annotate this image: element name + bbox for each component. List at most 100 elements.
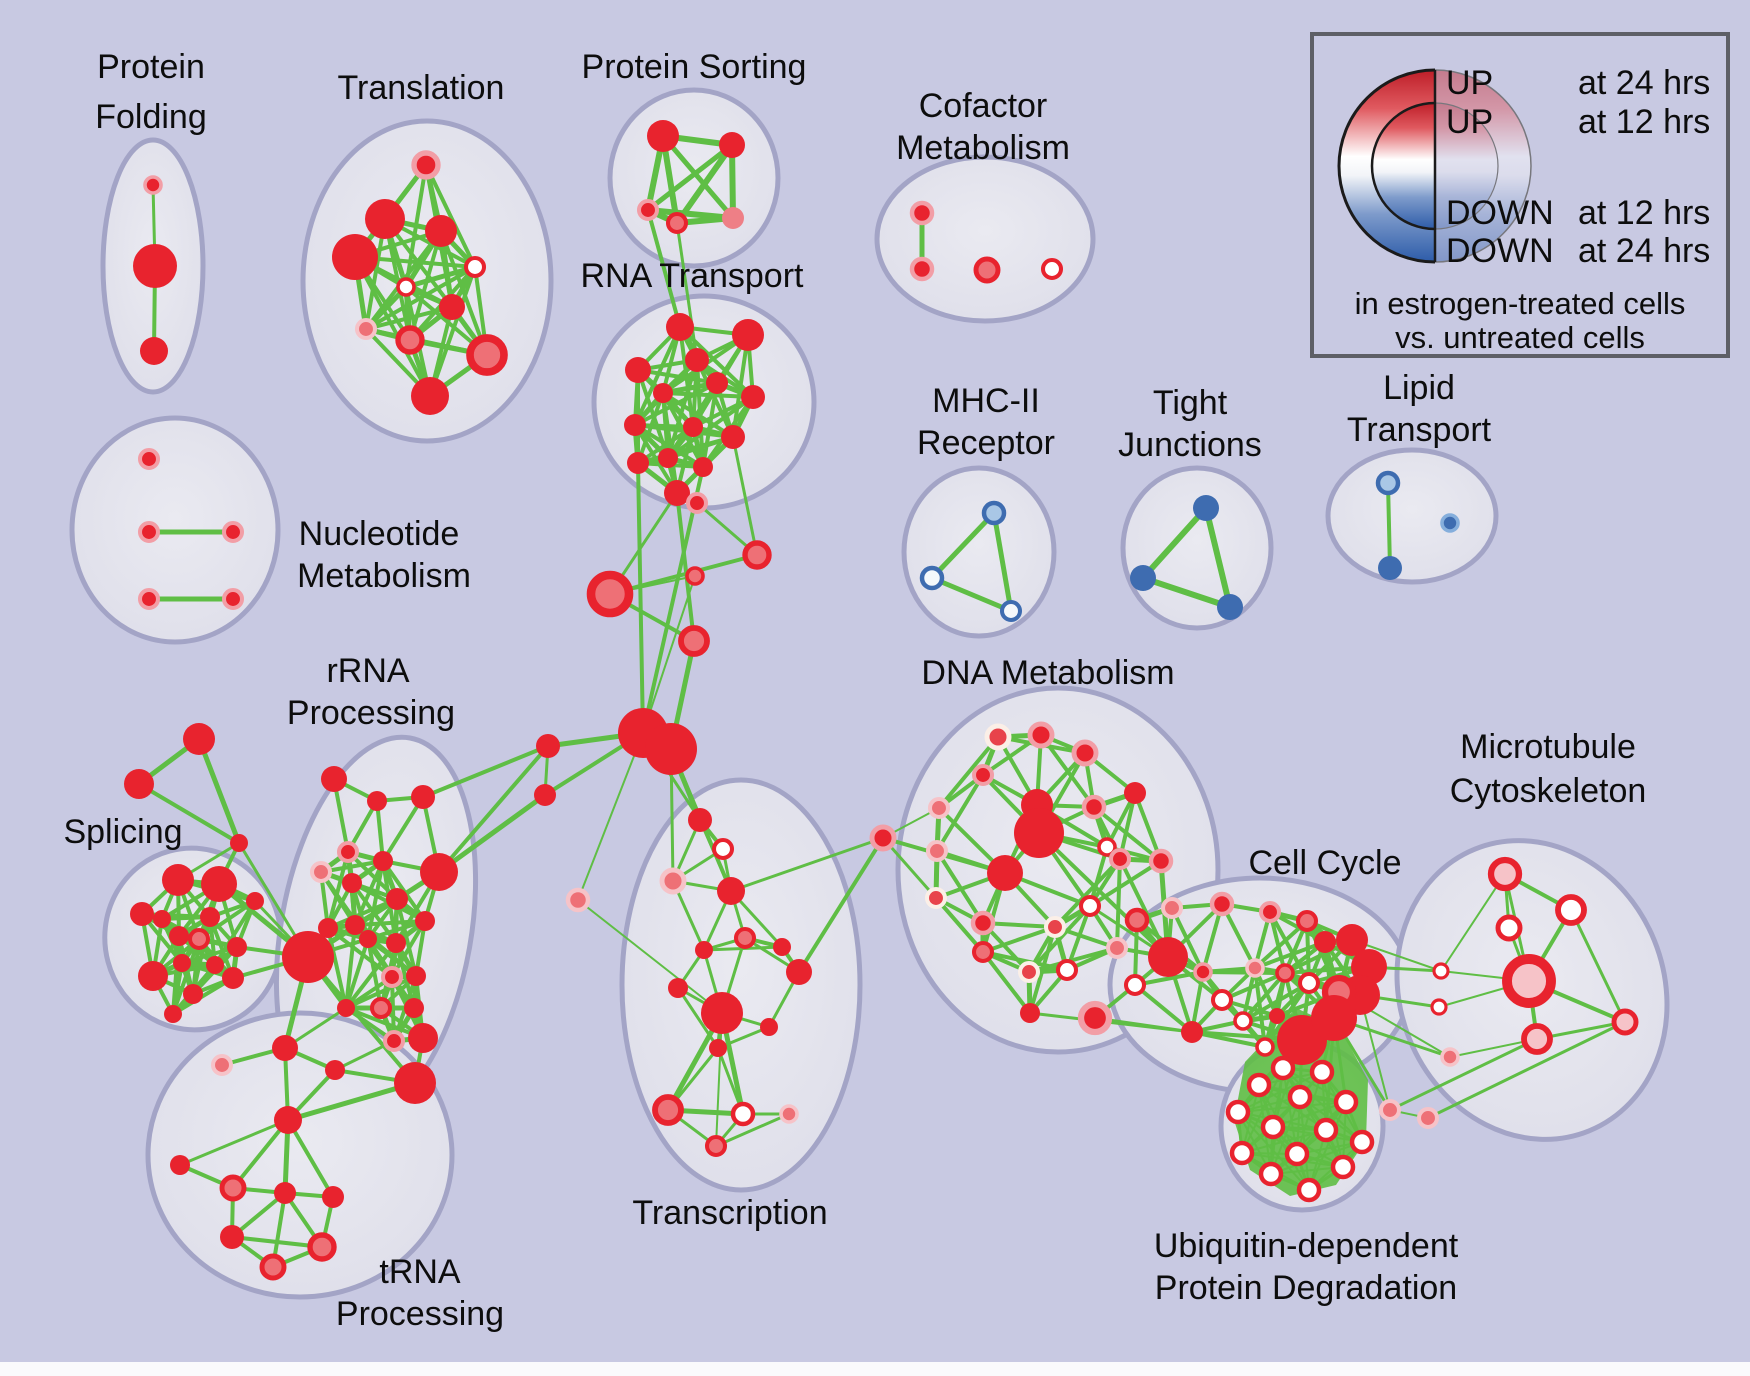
cluster-label-dna-metabolism-line0: DNA Metabolism — [921, 654, 1174, 692]
node-rr15 — [380, 965, 404, 989]
edge-tj1-tj2 — [1140, 575, 1233, 610]
node-rt1 — [732, 319, 764, 351]
node-lt0 — [1375, 470, 1401, 496]
edge — [344, 937, 370, 1010]
edge-mc9-mc7 — [1388, 1037, 1539, 1112]
edge-rt9-hb1 — [731, 435, 759, 557]
node-tr0 — [411, 150, 441, 180]
node-dm12 — [1148, 848, 1174, 874]
node-mc4 — [1430, 998, 1448, 1016]
node-rr6 — [373, 851, 393, 871]
node-cc10 — [1275, 963, 1295, 983]
node-rt7 — [653, 383, 673, 403]
footer-strip — [0, 1362, 1750, 1376]
edge — [674, 142, 735, 226]
edge — [1027, 946, 1119, 974]
node-hb3 — [586, 570, 634, 618]
edge-rr13-tn3 — [306, 955, 417, 1085]
cluster-label-lipid-transport-line0: Lipid — [1383, 369, 1455, 407]
edge-mh1-mh2 — [929, 575, 1014, 614]
node-rt3 — [685, 348, 709, 372]
cluster-label-tight-junctions-line0: Tight — [1153, 384, 1228, 422]
edge-mc1-mc8 — [1569, 908, 1627, 1024]
legend-inner-arc — [1370, 101, 1436, 231]
edge — [935, 849, 985, 925]
edge-rt13-hb4 — [675, 491, 696, 643]
node-tc13 — [652, 1094, 684, 1126]
node-tn3 — [394, 1062, 436, 1104]
node-tn11 — [259, 1253, 287, 1281]
node-tr3 — [332, 234, 378, 280]
node-tr2 — [425, 215, 457, 247]
node-sp14 — [164, 1005, 182, 1023]
node-sp6 — [169, 926, 189, 946]
edge — [1092, 805, 1163, 863]
node-rr12 — [415, 911, 435, 931]
cluster-label-ubiquitin-degradation-line1: Protein Degradation — [1155, 1269, 1457, 1307]
node-cc18 — [1077, 1000, 1113, 1036]
cluster-label-trna-processing-line1: Processing — [336, 1295, 504, 1333]
node-hb0 — [685, 491, 709, 515]
node-ps3 — [665, 211, 689, 235]
edge — [1241, 981, 1311, 1023]
node-rr13 — [282, 931, 334, 983]
edge-hb8-rr7 — [437, 744, 550, 874]
node-mc8 — [1611, 1008, 1639, 1036]
legend-note-line1: vs. untreated cells — [1395, 320, 1645, 355]
cluster-label-protein-sorting-line0: Protein Sorting — [582, 48, 807, 86]
legend: UP at 24 hrs UP at 12 hrs DOWN at 12 hrs DOWN a… — [1310, 32, 1730, 358]
node-ps4 — [722, 207, 744, 229]
edge — [1253, 919, 1309, 970]
edge — [660, 133, 736, 221]
node-ub4 — [1260, 1114, 1286, 1140]
node-cf1 — [909, 256, 935, 282]
node-pf0 — [143, 175, 163, 195]
edge — [1253, 940, 1327, 970]
node-tn8 — [322, 1186, 344, 1208]
legend-outer-arc — [1337, 68, 1436, 264]
legend-faded-half — [1435, 70, 1531, 262]
legend-row-0-time: at 24 hrs — [1578, 64, 1710, 102]
edge-ps3-rt3 — [675, 221, 699, 362]
edge — [1241, 1067, 1284, 1154]
legend-row-1-direction: UP — [1446, 103, 1493, 141]
node-sp10 — [183, 984, 203, 1004]
edge — [1270, 1096, 1301, 1175]
node-rr17 — [337, 999, 355, 1017]
node-dm16 — [1108, 847, 1132, 871]
node-tc12 — [709, 1039, 727, 1057]
cluster-ellipse-protein-sorting — [607, 87, 781, 269]
node-ps1 — [719, 132, 745, 158]
node-tr5 — [396, 277, 416, 297]
node-mc3 — [1432, 962, 1450, 980]
node-cc19 — [1123, 973, 1147, 997]
node-cc9 — [1245, 958, 1265, 978]
node-rr0 — [321, 766, 347, 792]
edge — [1115, 857, 1122, 950]
cluster-label-nucleotide-metabolism-line1: Metabolism — [297, 557, 471, 595]
node-lt1 — [1378, 556, 1402, 580]
node-rt6 — [624, 414, 646, 436]
node-rr19 — [404, 998, 424, 1018]
node-ps2 — [636, 198, 660, 222]
edge — [213, 899, 257, 967]
cluster-label-mhc-ii-receptor-line1: Receptor — [917, 424, 1055, 462]
node-hb1 — [742, 540, 772, 570]
edge — [1282, 1067, 1363, 1143]
edge-hb10-hb5 — [577, 732, 644, 901]
edge-tn4-tn8 — [286, 1118, 335, 1199]
node-mc6 — [1502, 954, 1556, 1008]
edge — [1321, 1071, 1344, 1168]
cluster-label-splicing-line0: Splicing — [63, 813, 182, 851]
legend-row-3-time: at 24 hrs — [1578, 232, 1710, 270]
edge-hb1-hb3 — [608, 553, 759, 596]
edge — [666, 395, 755, 460]
node-x2 — [230, 834, 248, 852]
cluster-ellipse-cofactor-metabolism — [874, 154, 1096, 324]
node-dm8 — [1014, 808, 1064, 858]
node-ub7 — [1229, 1140, 1255, 1166]
edge-tc16-tc15 — [715, 1113, 790, 1147]
node-tc16 — [704, 1134, 728, 1158]
cluster-label-protein-folding-line1: Folding — [95, 98, 207, 136]
node-cc3 — [1258, 900, 1282, 924]
